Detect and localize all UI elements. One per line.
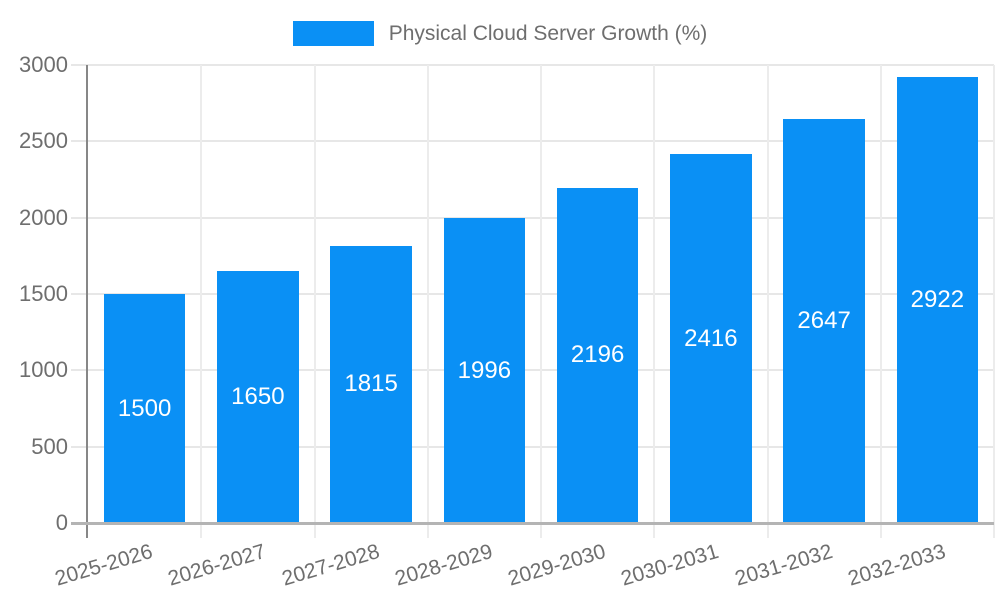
y-tick-label: 2000 [19, 204, 68, 230]
x-tick-label: 2031-2032 [732, 539, 835, 591]
x-tick-label: 2027-2028 [279, 539, 382, 591]
bar-value-label: 1500 [117, 394, 172, 422]
bar-value-label: 2416 [684, 324, 738, 352]
bar [896, 76, 979, 523]
bar [330, 245, 412, 523]
legend-label: Physical Cloud Server Growth (%) [388, 22, 708, 45]
x-tick-label: 2025-2026 [52, 539, 156, 591]
bar-value-label: 2922 [910, 285, 965, 313]
gridline-vertical [313, 65, 316, 538]
y-tick-label: 2500 [19, 128, 68, 154]
gridline-horizontal [71, 293, 994, 295]
legend-swatch [292, 21, 374, 46]
gridline-vertical [200, 65, 203, 538]
bar [783, 118, 865, 523]
bar-value-label: 2647 [797, 306, 851, 334]
gridline-vertical [993, 65, 995, 538]
x-tick-label: 2028-2029 [392, 539, 496, 591]
y-tick-label: 1000 [19, 357, 68, 383]
gridline-vertical [766, 65, 769, 538]
x-tick-label: 2032-2033 [845, 539, 949, 591]
plot-area: 1500 1650 1815 1996 2196 2416 2647 2922 [71, 64, 995, 538]
gridline-vertical [879, 65, 882, 538]
y-tick-label: 1500 [19, 281, 68, 306]
gridline-horizontal [71, 140, 994, 143]
gridline-horizontal [71, 216, 994, 219]
gridline-vertical [426, 65, 429, 538]
bar [103, 294, 186, 523]
gridline-vertical [540, 65, 542, 538]
gridline-horizontal [71, 369, 994, 372]
y-tick-label: 500 [31, 433, 68, 459]
y-tick-label: 3000 [19, 52, 68, 77]
bar [556, 187, 639, 523]
gridline-horizontal [71, 445, 994, 448]
chart-legend: Physical Cloud Server Growth (%) [0, 21, 1000, 46]
gridline-vertical [653, 65, 656, 538]
x-axis-line [71, 522, 994, 525]
bar-value-label: 2196 [570, 341, 625, 369]
x-tick-label: 2029-2030 [505, 539, 609, 591]
bar [443, 218, 526, 523]
x-tick-label: 2030-2031 [618, 539, 722, 591]
bar-value-label: 1996 [457, 356, 512, 384]
bar-value-label: 1815 [344, 370, 398, 398]
bar [670, 154, 752, 523]
bar [217, 271, 299, 523]
gridlines-layer [71, 64, 995, 538]
y-axis-line [86, 65, 88, 538]
bar-value-label: 1650 [231, 383, 285, 411]
bars-layer: 1500 1650 1815 1996 2196 2416 2647 2922 [88, 65, 994, 523]
y-tick-label: 0 [55, 510, 68, 535]
x-tick-label: 2026-2027 [165, 539, 269, 591]
gridline-horizontal [71, 64, 994, 66]
